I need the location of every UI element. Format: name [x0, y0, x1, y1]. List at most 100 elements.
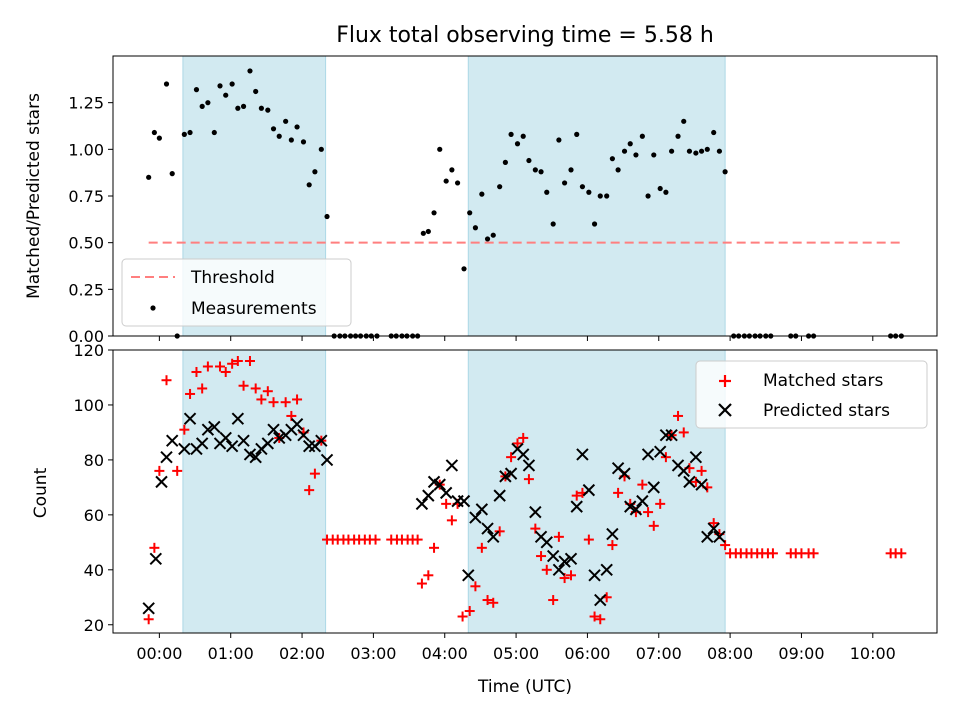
predicted-star-point: [546, 549, 560, 563]
y-tick-label: 100: [73, 396, 104, 415]
predicted-star-point: [683, 475, 696, 489]
count-shaded-regions: [182, 349, 726, 634]
matched-star-point: [172, 465, 183, 476]
legend-matched-swatch: [719, 375, 731, 387]
predicted-star-point: [201, 423, 215, 436]
ratio-frame: [112, 55, 938, 337]
predicted-star-point: [701, 530, 714, 544]
predicted-star-point: [618, 467, 631, 480]
matched-star-point: [541, 564, 552, 575]
measurement-point: [609, 156, 615, 162]
x-tick-label: 08:00: [707, 644, 753, 663]
predicted-star-point: [273, 431, 286, 445]
predicted-star-point: [469, 511, 482, 524]
matched-star-point: [215, 361, 226, 372]
measurement-point: [306, 182, 312, 188]
measurement-point: [235, 105, 241, 111]
measurement-point: [639, 133, 645, 139]
matched-star-point: [304, 485, 315, 496]
matched-star-point: [896, 548, 907, 559]
measurement-point: [675, 133, 681, 139]
predicted-star-point: [475, 503, 489, 516]
matched-star-point: [482, 595, 493, 606]
measurement-point: [490, 232, 496, 238]
predicted-star-point: [689, 450, 703, 464]
matched-star-point: [238, 380, 249, 391]
measurement-point: [258, 105, 264, 111]
measurement-point: [484, 236, 491, 242]
count-legend: Matched stars Predicted stars: [695, 360, 928, 429]
measurement-point: [288, 137, 294, 143]
predicted-star-point: [433, 478, 446, 491]
predicted-star-point: [457, 494, 471, 508]
predicted-star-point: [713, 530, 726, 544]
measurement-point: [568, 167, 574, 173]
measurement-point: [508, 131, 514, 137]
matched-star-point: [655, 498, 666, 509]
measurement-point: [420, 230, 426, 236]
measurement-point: [193, 87, 200, 93]
ratio-legend: Threshold Measurements: [121, 258, 352, 327]
y-tick-label: 40: [84, 561, 104, 580]
matched-star-point: [708, 518, 719, 529]
measurement-point: [681, 118, 687, 124]
matched-star-point: [548, 595, 559, 606]
y-tick-label: 80: [84, 451, 104, 470]
x-tick-label: 01:00: [208, 644, 254, 663]
measurement-point: [716, 148, 723, 154]
matched-star-point: [370, 534, 381, 545]
measurement-point: [223, 92, 229, 98]
predicted-star-point: [208, 420, 221, 434]
matched-star-point: [268, 397, 279, 408]
y-tick-label: 20: [84, 616, 104, 635]
matched-star-point: [648, 520, 659, 531]
x-tick-label: 03:00: [350, 644, 396, 663]
measurement-point: [253, 88, 259, 95]
measurement-point: [532, 167, 538, 173]
ratio-ylabel: Matched/Predicted stars: [24, 93, 44, 299]
predicted-star-point: [517, 448, 530, 461]
predicted-star-point: [195, 437, 209, 450]
predicted-star-point: [462, 569, 475, 582]
matched-star-point: [660, 452, 671, 463]
shaded-interval-1: [467, 349, 726, 634]
measurement-point: [651, 152, 657, 158]
predicted-star-point: [290, 417, 304, 431]
measurement-point: [591, 221, 598, 227]
matched-star-point: [185, 388, 196, 399]
predicted-star-point: [183, 412, 197, 425]
predicted-star-point: [445, 459, 459, 472]
predicted-star-point: [166, 434, 179, 447]
y-tick-label: 1.00: [68, 140, 104, 159]
measurement-point: [597, 193, 603, 199]
predicted-star-point: [594, 593, 607, 607]
matched-star-point: [149, 542, 160, 553]
matched-star-point: [232, 355, 243, 366]
measurement-point: [514, 141, 521, 147]
legend-measurement-swatch: [150, 305, 156, 311]
measurement-point: [454, 180, 461, 186]
measurement-point: [181, 131, 187, 137]
predicted-star-point: [439, 486, 453, 500]
predicted-star-point: [564, 552, 578, 566]
predicted-star-point: [665, 428, 678, 442]
measurement-point: [324, 213, 330, 220]
predicted-star-point: [487, 530, 500, 544]
x-tick-label: 07:00: [636, 644, 682, 663]
predicted-star-point: [481, 522, 494, 535]
measurement-point: [467, 210, 473, 216]
predicted-star-point: [267, 423, 280, 436]
measurement-point: [544, 189, 550, 195]
shaded-interval-1: [467, 55, 726, 337]
legend-predicted-swatch: [718, 403, 732, 417]
measurement-point: [497, 184, 503, 190]
matched-star-point: [250, 383, 261, 394]
measurement-point: [561, 180, 568, 186]
matched-star-point: [512, 438, 523, 449]
predicted-star-point: [522, 459, 536, 472]
measurement-point: [283, 118, 289, 124]
predicted-star-point: [647, 481, 660, 494]
matched-star-point: [280, 397, 291, 408]
predicted-stars-points: [142, 412, 726, 615]
